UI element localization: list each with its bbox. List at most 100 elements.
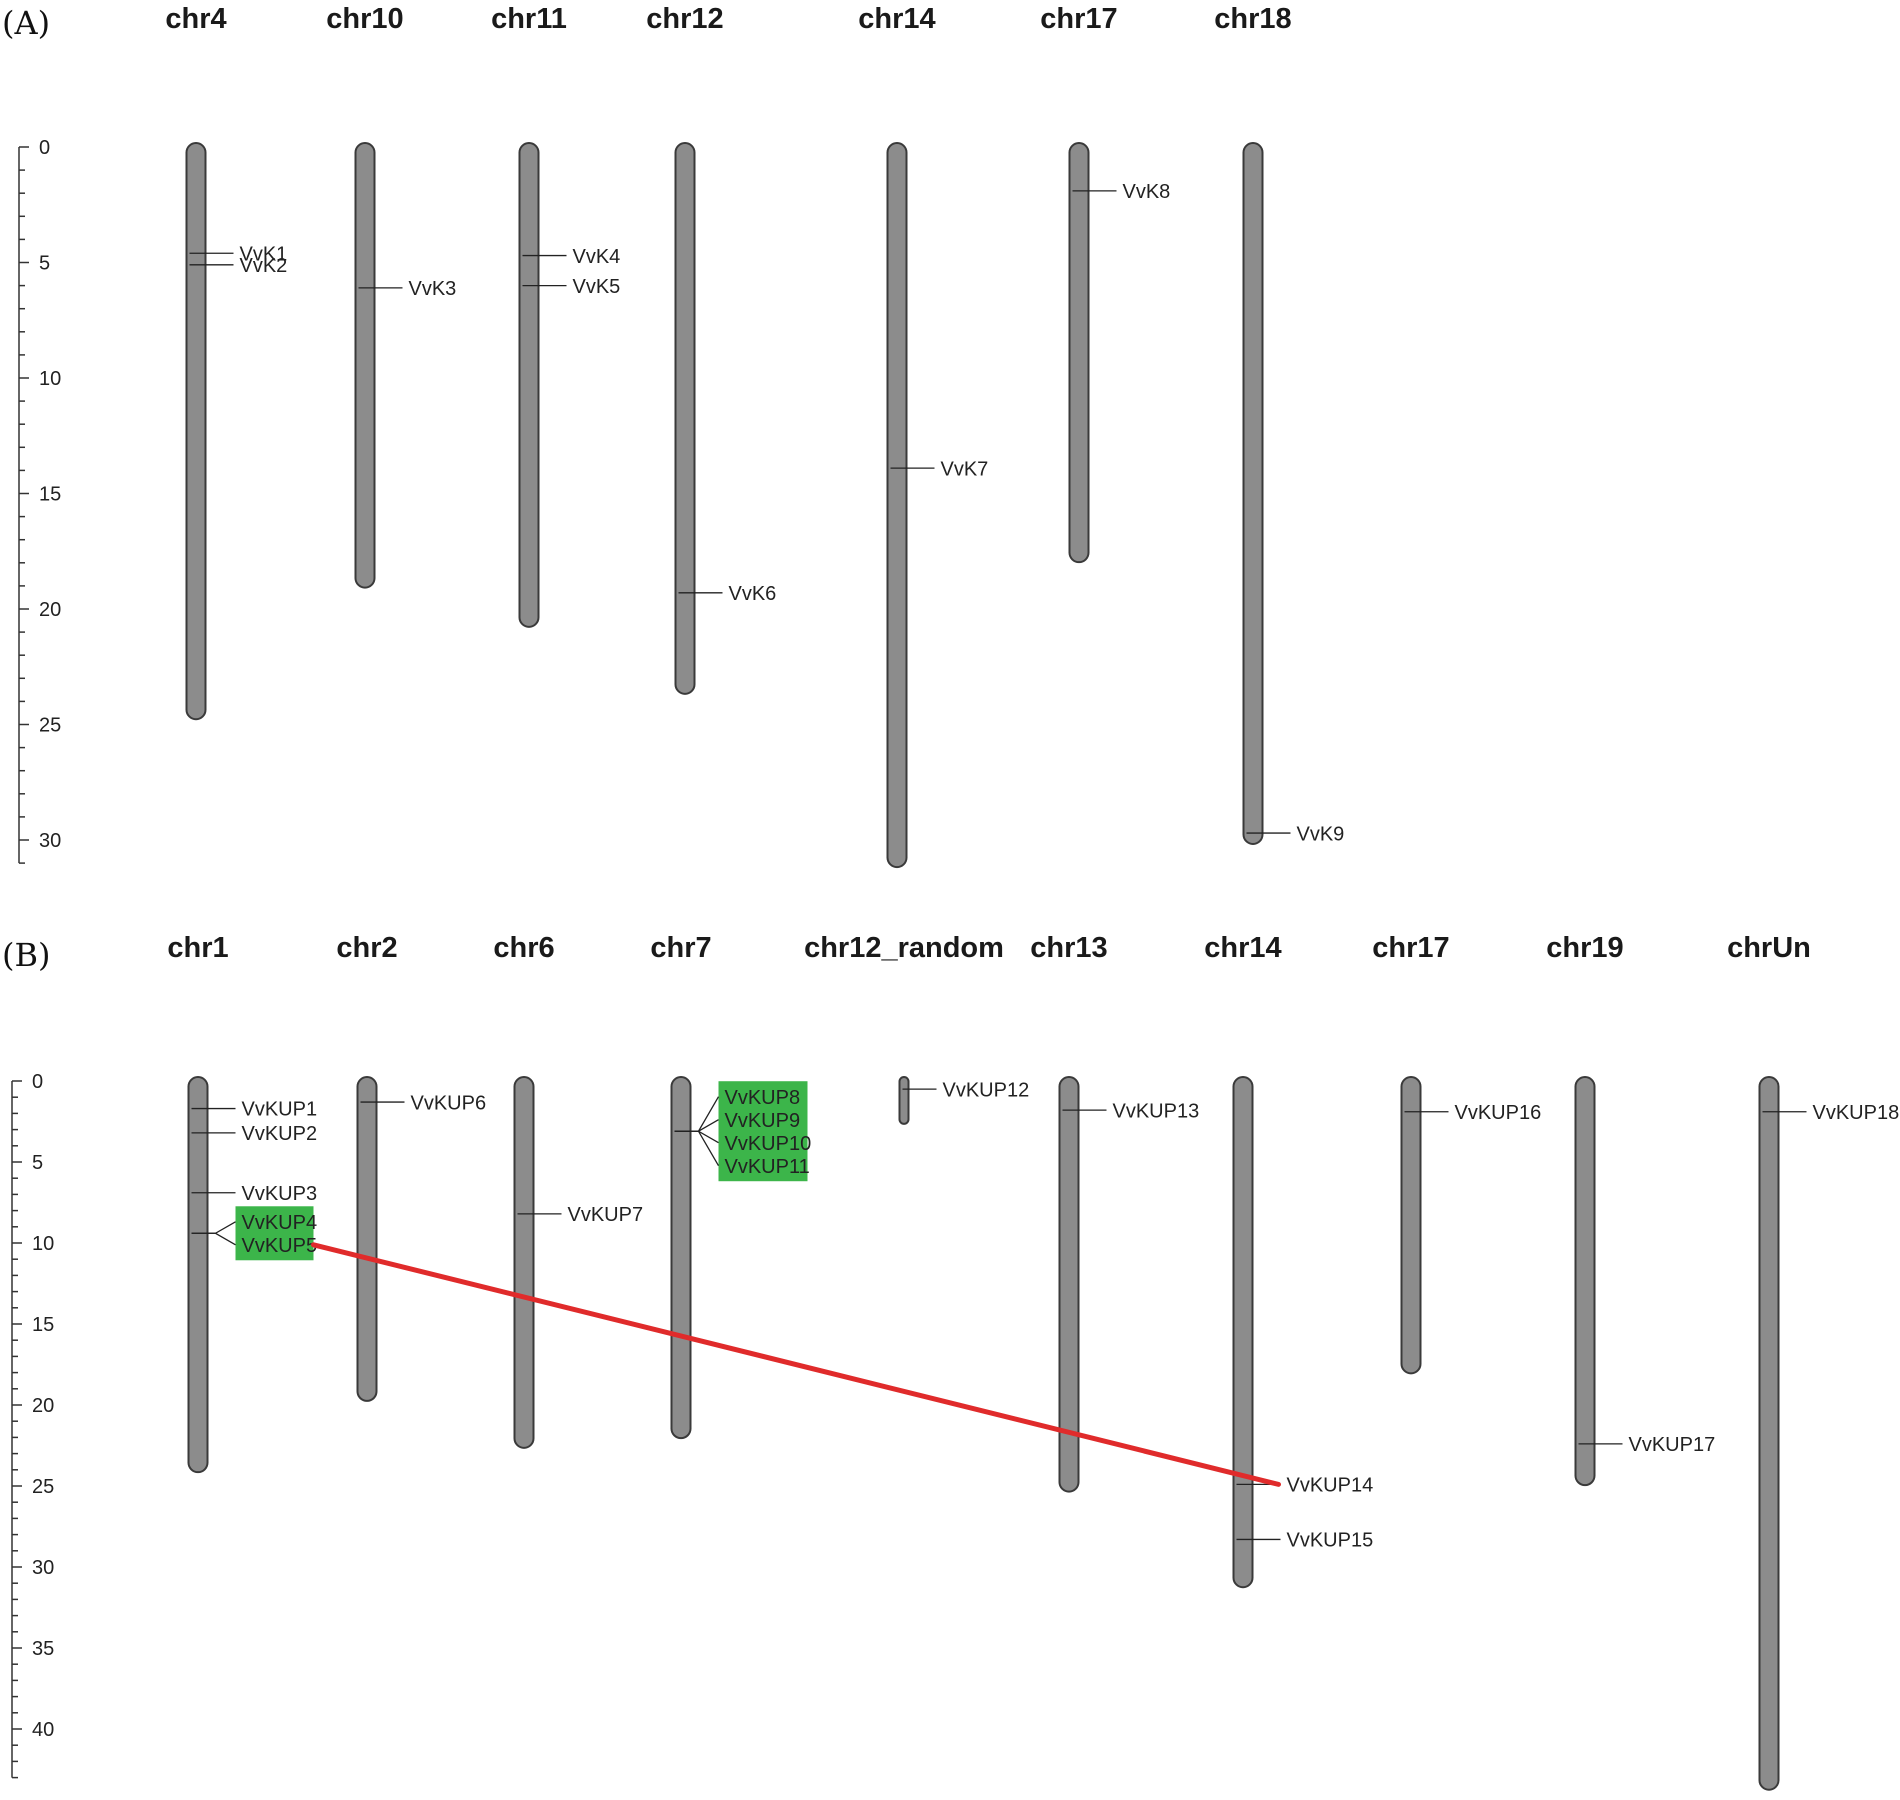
gene-label: VvK4: [573, 246, 621, 268]
gene-label: VvK3: [409, 278, 457, 300]
gene-label: VvKUP17: [1629, 1434, 1716, 1456]
axis-tick-label: 20: [39, 599, 61, 621]
gene-label: VvKUP4: [242, 1212, 318, 1234]
axis-tick-label: 25: [32, 1476, 54, 1498]
chromosome-chr17: chr17 VvKUP16: [1372, 932, 1542, 1375]
axis-tick-label: 30: [32, 1557, 54, 1579]
axis-tick-label: 25: [39, 715, 61, 737]
chromosome-chr13: chr13 VvKUP13: [1030, 932, 1200, 1493]
axis-tick-label: 10: [39, 368, 61, 390]
gene-label: VvK2: [240, 255, 288, 277]
chromosome-name: chr14: [1204, 932, 1281, 964]
chromosome-bar: [1058, 1076, 1080, 1493]
chromosome-name: chr6: [493, 932, 554, 964]
gene-label: VvKUP15: [1287, 1530, 1374, 1552]
axis-tick-label: 30: [39, 830, 61, 852]
gene-label: VvKUP2: [242, 1123, 318, 1145]
highlight-box: [718, 1081, 808, 1182]
axis-tick-label: 5: [32, 1152, 43, 1174]
chromosome-bar: [356, 1076, 378, 1402]
chromosome-name: chr12_random: [804, 932, 1004, 964]
chromosome-chr17: chr17 VvK8: [1040, 3, 1171, 564]
gene-label: VvKUP13: [1113, 1100, 1200, 1122]
chromosome-bar: [674, 142, 696, 695]
chromosome-chr11: chr11 VvK4 VvK5: [491, 3, 621, 628]
chromosome-chr12_random: chr12_random VvKUP12: [804, 932, 1030, 1125]
chromosome-chr18: chr18 VvK9: [1214, 3, 1344, 845]
gene-label: VvKUP8: [725, 1087, 801, 1109]
chromosome-name: chr14: [858, 3, 935, 35]
chromosome-chr14: chr14 VvK7: [858, 3, 988, 869]
chromosome-name: chr4: [165, 3, 226, 35]
panel-b-letter: (B): [2, 936, 50, 974]
chromosome-name: chr7: [650, 932, 711, 964]
chromosome-name: chr1: [167, 932, 228, 964]
axis-tick-label: 0: [39, 137, 50, 159]
scale-axis: 0 5 10 15 20 25 30 35 40: [11, 1071, 54, 1779]
gene-label: VvKUP3: [242, 1183, 318, 1205]
chromosome-bar: [187, 1076, 209, 1474]
chromosome-bar: [670, 1076, 692, 1440]
chromosome-name: chr11: [491, 3, 567, 35]
scale-axis: 0 5 10 15 20 25 30: [18, 137, 61, 864]
axis-tick-label: 5: [39, 253, 50, 275]
axis-tick-label: 10: [32, 1233, 54, 1255]
gene-label: VvKUP18: [1813, 1102, 1900, 1124]
gene-label: VvKUP1: [242, 1099, 318, 1121]
chromosome-bar: [1574, 1076, 1596, 1487]
gene-label: VvKUP12: [943, 1079, 1030, 1101]
gene-marker-line: [191, 1232, 236, 1246]
gene-label: VvKUP14: [1287, 1475, 1374, 1497]
gene-label: VvK5: [573, 276, 621, 298]
chromosome-bar: [1242, 142, 1264, 845]
panel-a-letter: (A): [2, 4, 50, 42]
chromosome-chr19: chr19 VvKUP17: [1546, 932, 1716, 1487]
chromosome-bar: [898, 1076, 910, 1125]
chromosome-name: chr13: [1030, 932, 1107, 964]
gene-marker-line: [674, 1130, 720, 1167]
chromosome-bar: [1758, 1076, 1780, 1791]
chromosome-chr2: chr2 VvKUP6: [336, 932, 486, 1402]
chromosome-bar: [518, 142, 540, 628]
axis-tick-label: 35: [32, 1638, 54, 1660]
chromosome-bar: [185, 142, 207, 721]
chromosome-chrUn: chrUn VvKUP18: [1727, 932, 1900, 1791]
gene-label: VvKUP11: [725, 1156, 810, 1178]
axis-tick-label: 15: [32, 1314, 54, 1336]
gene-label: VvKUP10: [725, 1133, 812, 1155]
chromosome-bar: [1232, 1076, 1254, 1589]
highlight-box: [235, 1206, 314, 1261]
chromosome-name: chr19: [1546, 932, 1623, 964]
segmental-duplication-link: [311, 1242, 1281, 1487]
chromosome-bar: [1400, 1076, 1422, 1375]
chromosome-bar: [354, 142, 376, 589]
chromosome-name: chr17: [1040, 3, 1117, 35]
gene-label: VvK6: [729, 583, 777, 605]
chromosome-chr6: chr6 VvKUP7: [493, 932, 644, 1449]
chromosome-name: chr12: [646, 3, 723, 35]
gene-label: VvK1: [240, 243, 288, 265]
gene-label: VvKUP9: [725, 1110, 801, 1132]
axis-tick-label: 40: [32, 1719, 54, 1741]
chromosome-bar: [886, 142, 908, 869]
chromosome-name: chr2: [336, 932, 397, 964]
axis-tick-label: 0: [32, 1071, 43, 1093]
chromosome-name: chr18: [1214, 3, 1291, 35]
chromosome-chr10: chr10 VvK3: [326, 3, 457, 589]
gene-label: VvKUP7: [568, 1204, 644, 1226]
gene-label: VvK9: [1297, 823, 1345, 845]
axis-tick-label: 15: [39, 484, 61, 506]
chromosome-bar: [1068, 142, 1090, 564]
gene-label: VvKUP16: [1455, 1102, 1542, 1124]
chromosome-bar: [513, 1076, 535, 1449]
chromosome-chr14: chr14 VvKUP14 VvKUP15: [1204, 932, 1374, 1589]
gene-label: VvK8: [1123, 181, 1171, 203]
chromosome-chr12: chr12 VvK6: [646, 3, 777, 695]
chromosome-name: chrUn: [1727, 932, 1811, 964]
